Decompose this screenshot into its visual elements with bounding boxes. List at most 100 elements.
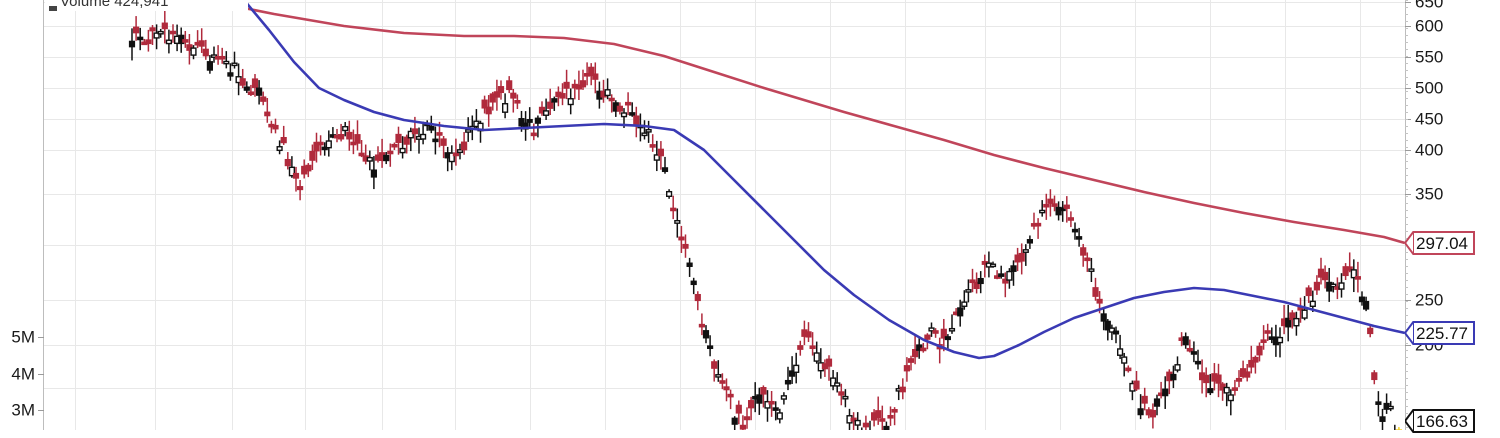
candlestick-bar (1285, 304, 1292, 342)
flag-value: 166.63 (1414, 409, 1475, 433)
flag-pointer-icon (1403, 406, 1415, 436)
gridline-vertical (1135, 0, 1136, 430)
candlestick-bar (1260, 325, 1267, 350)
candlestick-bar (477, 120, 484, 143)
candlestick-bar (1330, 282, 1337, 293)
candlestick-bar (514, 94, 521, 110)
price-tick (1405, 57, 1411, 58)
gridline-vertical (232, 0, 233, 430)
ma-short-flag[interactable]: 225.77 (1403, 318, 1475, 348)
candlestick-bar (1387, 401, 1394, 412)
candlestick-bar (653, 140, 660, 172)
candlestick-bar (780, 392, 788, 405)
volume-tick (38, 374, 44, 375)
candlestick-bar (1002, 272, 1009, 298)
price-tick-minor (1405, 364, 1408, 365)
gridline-horizontal (44, 194, 1405, 195)
candlestick-bar (1362, 296, 1370, 312)
candlestick-bar (206, 55, 214, 74)
ma-long-flag[interactable]: 297.04 (1403, 228, 1475, 258)
gridline-vertical (830, 0, 831, 430)
candlestick-bar (899, 378, 906, 400)
candlestick-bar (973, 272, 980, 294)
candlestick-bar (243, 81, 250, 93)
candlestick-bar (1367, 324, 1374, 338)
price-tick-minor (1405, 399, 1408, 400)
price-tick-minor (1405, 84, 1408, 85)
candlestick-bar (850, 412, 857, 430)
last-price-flag[interactable]: 166.63 (1403, 406, 1475, 436)
gridline-horizontal (44, 57, 1405, 58)
candlestick-bar (957, 299, 964, 327)
candlestick-bar (547, 88, 554, 116)
candlestick-bar (1305, 285, 1312, 303)
candlestick-bar (149, 25, 156, 45)
candlestick-bar (157, 28, 164, 38)
price-tick-minor (1405, 21, 1408, 22)
candlestick-bar (694, 291, 701, 311)
gridline-vertical (530, 0, 531, 430)
volume-readout: Volume 424,941 (45, 0, 248, 11)
candlestick-bar (1059, 201, 1066, 222)
candlestick-bar (715, 360, 722, 382)
price-tick (1405, 194, 1411, 195)
candlestick-bar (629, 102, 636, 117)
price-tick-minor (1405, 371, 1408, 372)
candlestick-bar (1018, 243, 1025, 275)
price-tick-label: 600 (1415, 16, 1444, 36)
candlestick-bar (912, 334, 919, 365)
gridline-vertical (1360, 0, 1361, 430)
volume-axis[interactable]: 5M 4M 3M (0, 0, 44, 430)
candlestick-bar (1071, 222, 1079, 240)
price-tick-minor (1405, 378, 1408, 379)
price-tick-minor (1405, 105, 1408, 106)
candlestick-bar (932, 328, 939, 338)
candlestick-bar (231, 51, 238, 69)
candlestick-bar (292, 166, 300, 192)
candlestick-bar (645, 120, 652, 143)
candlestick-bar (407, 127, 414, 152)
candlestick-bar (588, 63, 595, 86)
candlestick-bar (165, 29, 173, 54)
candlestick-bar (743, 407, 751, 429)
candlestick-bar (432, 126, 439, 155)
price-tick-label: 350 (1415, 184, 1444, 204)
candlestick-bar (1010, 260, 1017, 286)
candlestick-bar (1276, 327, 1284, 358)
candlestick-bar (834, 372, 841, 393)
candlestick-bar (145, 29, 152, 52)
price-tick-minor (1405, 77, 1408, 78)
price-axis[interactable]: 650 600 550 500 450 400 350 250 200 (1405, 0, 1500, 430)
volume-tick (38, 410, 44, 411)
candlestick-bar (1121, 352, 1128, 377)
candlestick-bar (251, 74, 259, 97)
flag-value: 225.77 (1414, 321, 1475, 345)
candlestick-bar (1289, 310, 1296, 329)
gridline-vertical (382, 0, 383, 430)
price-tick-label: 500 (1415, 78, 1444, 98)
volume-axis-spine (43, 0, 44, 430)
candlestick-bar (379, 138, 386, 168)
price-tick-minor (1405, 259, 1408, 260)
candlestick-bar (842, 389, 849, 408)
candlestick-bar (1394, 424, 1396, 430)
price-tick-minor (1405, 91, 1408, 92)
candlestick-bar (1293, 311, 1300, 336)
gridline-vertical (1210, 0, 1211, 430)
candlestick-bar (399, 136, 406, 159)
candlestick-bar (1084, 252, 1091, 272)
candlestick-bar (789, 356, 796, 384)
price-tick (1405, 88, 1411, 89)
candlestick-bar (1215, 363, 1222, 398)
candlestick-bar (239, 68, 246, 89)
candlestick-bar (559, 83, 566, 106)
candlestick-bar (633, 106, 640, 138)
candlestick-bar (128, 28, 136, 61)
price-tick-minor (1405, 427, 1408, 428)
price-tick-minor (1405, 63, 1408, 64)
candlestick-bar (1338, 273, 1345, 298)
price-tick-minor (1405, 350, 1408, 351)
candlestick-bar (813, 341, 820, 364)
candlestick-bar (760, 385, 767, 408)
